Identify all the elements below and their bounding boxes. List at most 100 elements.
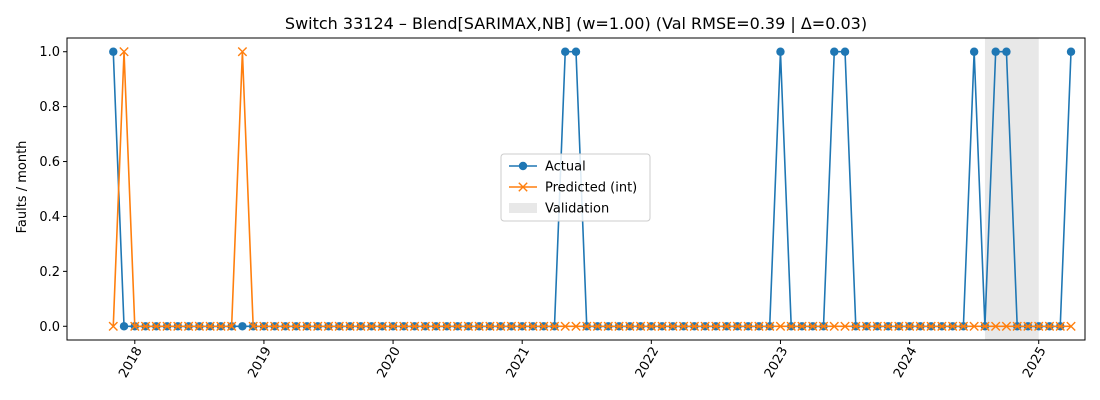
series-2-point <box>345 321 355 331</box>
y-tick-label: 0.4 <box>39 210 60 225</box>
series-2-point <box>797 321 807 331</box>
legend-marker <box>518 182 528 192</box>
series-2-point <box>248 321 258 331</box>
series-2-point <box>399 321 409 331</box>
series-2-point <box>894 321 904 331</box>
series-2-point <box>1023 321 1033 331</box>
y-tick-label: 0.8 <box>39 100 60 115</box>
series-2-point <box>743 321 753 331</box>
series-2-point <box>786 321 796 331</box>
series-2-point <box>237 47 248 57</box>
series-2-point <box>614 321 624 331</box>
x-tick-label: 2023 <box>762 345 792 381</box>
series-2-point <box>549 321 560 331</box>
series-2-point <box>528 321 538 331</box>
series-2-point <box>700 321 710 331</box>
series-2-point <box>883 321 893 331</box>
series-2-point <box>356 321 366 331</box>
series-2-point <box>140 321 151 331</box>
x-tick-label: 2018 <box>116 345 146 381</box>
series-2-point <box>1034 321 1044 331</box>
series-2-point <box>151 321 162 331</box>
legend: Actual Predicted (int) Validation <box>500 153 651 222</box>
series-2-point <box>474 321 484 331</box>
series-2-point <box>442 321 452 331</box>
x-tick-label: 2021 <box>504 345 534 381</box>
series-2-point <box>582 321 592 331</box>
series-2-point <box>947 321 958 331</box>
series-2-point <box>840 321 850 331</box>
x-tick-label: 2024 <box>891 345 921 381</box>
y-tick-label: 1.0 <box>39 45 60 60</box>
series-1-point <box>969 47 979 56</box>
series-1-point <box>991 47 1000 56</box>
series-1-point <box>840 47 850 56</box>
legend-label: Actual <box>545 160 586 175</box>
series-2-point <box>851 321 861 331</box>
series-2-point <box>377 321 387 331</box>
series-2-point <box>775 321 786 331</box>
series-2-point <box>592 321 603 331</box>
series-2-point <box>1055 321 1065 331</box>
series-2-point <box>130 321 140 331</box>
series-2-point <box>366 321 377 331</box>
series-1-point <box>238 322 247 331</box>
y-tick-label: 0.6 <box>39 155 60 170</box>
series-2-point <box>313 321 323 331</box>
series-2-point <box>926 321 936 331</box>
series-2-point <box>721 321 732 331</box>
axes-frame <box>66 37 1086 341</box>
series-2-point <box>291 321 301 331</box>
series-line-2 <box>112 50 1072 328</box>
series-1-point <box>1002 47 1011 56</box>
series-2-point <box>711 321 721 331</box>
series-2-point <box>259 321 269 331</box>
series-1-point <box>571 47 581 56</box>
x-tick-label: 2020 <box>374 345 404 381</box>
series-2-point <box>1044 321 1055 331</box>
y-tick-label: 0.2 <box>39 265 60 280</box>
series-2-point <box>861 321 872 331</box>
series-2-point <box>269 321 280 331</box>
x-tick-label: 2025 <box>1020 345 1050 381</box>
series-2-point <box>904 321 915 331</box>
series-2-point <box>689 321 700 331</box>
series-2-point <box>657 321 667 331</box>
series-2-point <box>409 321 420 331</box>
legend-box <box>500 153 651 222</box>
series-1-point <box>119 322 129 331</box>
series-2-point <box>194 321 205 331</box>
series-2-point <box>732 321 743 331</box>
series-2-point <box>485 321 495 331</box>
series-2-point <box>969 321 979 331</box>
series-2-point <box>162 321 172 331</box>
series-2-point <box>915 321 926 331</box>
series-2-point <box>754 321 764 331</box>
series-1-point <box>1066 47 1076 56</box>
series-2-point <box>958 321 969 331</box>
series-2-point <box>431 321 441 331</box>
series-2-point <box>388 321 398 331</box>
series-2-point <box>990 321 1001 331</box>
series-2-point <box>571 321 581 331</box>
series-2-point <box>226 321 237 331</box>
x-tick-label: 2022 <box>633 345 663 381</box>
series-2-point <box>216 321 226 331</box>
legend-label: Predicted (int) <box>545 181 637 196</box>
series-2-point <box>980 321 990 331</box>
series-2-point <box>603 321 613 331</box>
series-2-point <box>183 321 194 331</box>
series-2-point <box>625 321 635 331</box>
series-2-point <box>937 321 947 331</box>
x-tick-label: 2019 <box>245 345 275 381</box>
legend-label: Validation <box>545 202 609 217</box>
series-2-point <box>872 321 883 331</box>
series-2-point <box>560 321 570 331</box>
series-2-point <box>334 321 344 331</box>
series-2-point <box>302 321 312 331</box>
series-2-point <box>506 321 517 331</box>
series-2-point <box>323 321 334 331</box>
series-2-point <box>173 321 183 331</box>
series-2-point <box>1001 321 1012 331</box>
